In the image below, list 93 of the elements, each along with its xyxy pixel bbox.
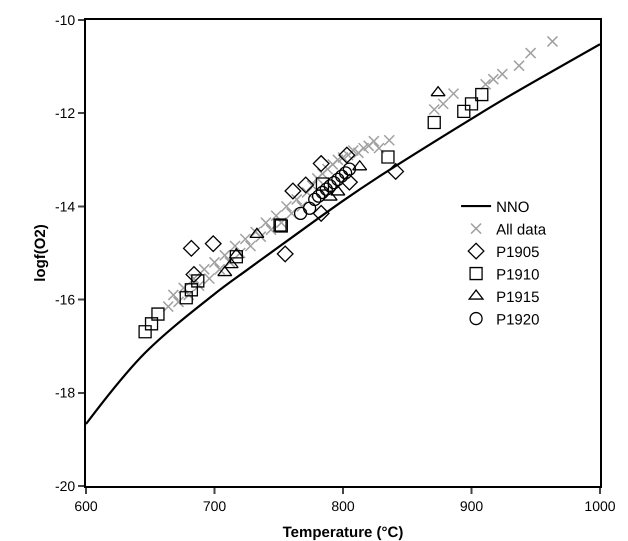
point bbox=[384, 134, 396, 146]
point bbox=[224, 256, 236, 268]
point bbox=[250, 226, 262, 238]
x-tick-label: 900 bbox=[460, 498, 484, 514]
point bbox=[255, 230, 267, 242]
point bbox=[326, 158, 338, 170]
y-tick-label: -14 bbox=[54, 198, 76, 214]
point bbox=[230, 250, 243, 264]
point bbox=[162, 300, 174, 312]
point bbox=[437, 98, 449, 110]
point bbox=[546, 36, 558, 48]
point bbox=[301, 186, 313, 198]
point bbox=[214, 264, 226, 276]
point bbox=[428, 116, 441, 130]
point bbox=[312, 172, 324, 184]
point bbox=[276, 245, 294, 262]
point bbox=[297, 176, 314, 194]
legend-label: P1905 bbox=[496, 244, 540, 261]
point bbox=[312, 204, 330, 222]
point bbox=[524, 47, 536, 59]
point bbox=[496, 68, 508, 80]
point bbox=[296, 200, 308, 212]
point bbox=[286, 208, 298, 220]
point bbox=[480, 78, 492, 90]
point bbox=[265, 224, 277, 236]
point bbox=[204, 272, 216, 284]
point bbox=[513, 60, 525, 72]
point bbox=[180, 291, 193, 304]
point bbox=[229, 240, 241, 252]
point bbox=[302, 202, 316, 215]
point bbox=[284, 182, 302, 200]
y-tick-label: -20 bbox=[54, 478, 76, 494]
point bbox=[340, 174, 358, 191]
point bbox=[368, 135, 380, 147]
x-axis-title: Temperature (°C) bbox=[282, 524, 404, 541]
point bbox=[457, 104, 470, 118]
point bbox=[240, 233, 252, 245]
legend-label: NNO bbox=[496, 198, 530, 216]
point bbox=[182, 240, 200, 257]
point bbox=[290, 194, 302, 206]
y-tick-label: -10 bbox=[54, 12, 76, 28]
legend-label: P1915 bbox=[496, 288, 540, 306]
point bbox=[322, 190, 338, 201]
point bbox=[193, 280, 205, 292]
y-tick-label: -16 bbox=[54, 292, 76, 308]
point bbox=[168, 289, 180, 301]
point bbox=[387, 163, 404, 180]
point bbox=[208, 256, 220, 268]
point bbox=[172, 296, 184, 308]
point bbox=[428, 104, 440, 116]
point bbox=[448, 88, 460, 100]
point bbox=[270, 210, 282, 222]
x-tick-label: 700 bbox=[202, 498, 226, 514]
y-tick-label: -12 bbox=[54, 105, 76, 122]
legend-label: P1920 bbox=[496, 311, 540, 328]
point bbox=[330, 185, 346, 196]
point bbox=[276, 216, 288, 228]
point bbox=[228, 248, 244, 259]
point bbox=[178, 282, 190, 294]
y-tick-label: -18 bbox=[54, 384, 76, 401]
point bbox=[198, 264, 210, 276]
legend-label: P1910 bbox=[496, 266, 540, 284]
point bbox=[219, 250, 231, 262]
point bbox=[151, 307, 165, 321]
x-tick-label: 800 bbox=[331, 498, 355, 514]
point bbox=[204, 235, 222, 252]
point bbox=[144, 317, 158, 330]
point bbox=[234, 247, 246, 259]
point bbox=[332, 154, 344, 166]
point bbox=[381, 150, 395, 164]
point bbox=[185, 266, 202, 283]
point bbox=[138, 325, 152, 338]
point bbox=[306, 180, 318, 192]
point bbox=[338, 166, 352, 180]
point bbox=[342, 162, 356, 176]
point bbox=[260, 216, 272, 228]
point bbox=[249, 228, 264, 238]
point bbox=[217, 266, 232, 276]
x-tick-label: 600 bbox=[74, 498, 98, 514]
point bbox=[312, 155, 330, 172]
point bbox=[475, 88, 488, 102]
legend-label: All data bbox=[496, 221, 547, 238]
point bbox=[464, 97, 478, 111]
point bbox=[183, 289, 195, 301]
y-axis-title: logf(O2) bbox=[32, 224, 49, 282]
point bbox=[294, 206, 308, 220]
point bbox=[316, 177, 330, 191]
point bbox=[184, 283, 198, 296]
x-tick-label: 1000 bbox=[584, 498, 616, 514]
point bbox=[488, 73, 500, 85]
point bbox=[244, 240, 256, 252]
point bbox=[308, 192, 322, 206]
point bbox=[280, 200, 292, 212]
